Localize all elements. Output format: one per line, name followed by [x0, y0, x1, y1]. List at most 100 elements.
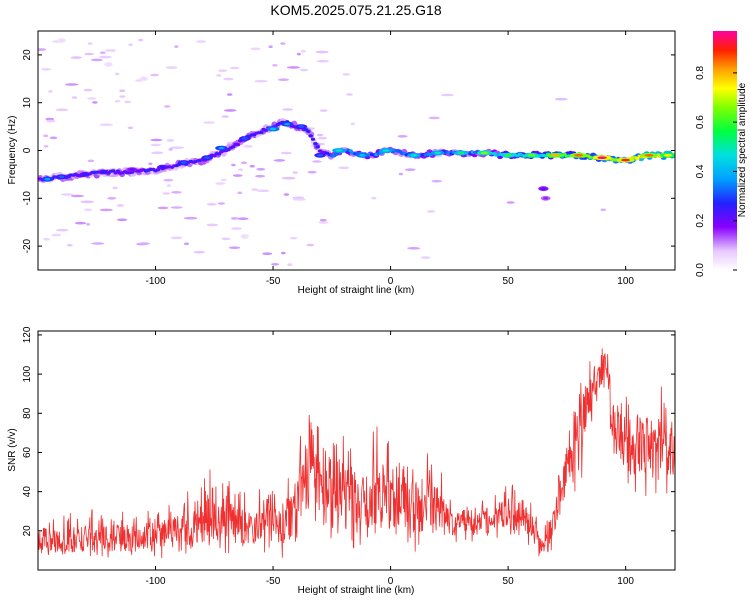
noise-blob: [157, 206, 169, 210]
noise-blob: [170, 236, 183, 240]
ridge-cell: [315, 145, 320, 149]
spectral-cluster-core: [382, 149, 390, 152]
spectral-cluster-core: [335, 149, 343, 152]
noise-blob: [342, 73, 350, 76]
noise-blob: [99, 51, 106, 54]
spectral-cluster-core: [597, 156, 607, 159]
noise-blob: [99, 55, 112, 59]
y-tick-label: -20: [22, 238, 33, 253]
noise-blob: [46, 119, 56, 123]
spectral-cluster-core: [59, 39, 64, 42]
noise-blob: [232, 174, 243, 177]
noise-blob: [286, 66, 301, 69]
noise-blob: [215, 182, 226, 185]
noise-blob: [306, 243, 315, 247]
noise-blob: [166, 139, 175, 142]
noise-blob: [80, 200, 95, 204]
noise-blob: [426, 210, 436, 213]
noise-blob: [99, 123, 113, 126]
spectral-cluster-core: [129, 168, 135, 171]
x-tick-label: 100: [617, 576, 634, 587]
colorbar-tick-label: 0.4: [695, 164, 706, 178]
noise-blob: [312, 160, 322, 163]
noise-blob: [166, 184, 171, 187]
noise-blob: [440, 93, 454, 97]
y-tick-label: 100: [22, 365, 33, 382]
noise-blob: [109, 49, 116, 52]
noise-blob: [99, 208, 113, 212]
noise-blob: [43, 134, 49, 138]
noise-blob: [316, 133, 324, 137]
spectrogram-background: [38, 31, 675, 270]
noise-blob: [272, 64, 278, 67]
noise-blob: [250, 47, 261, 51]
spectral-cluster-core: [180, 161, 187, 164]
noise-blob: [150, 143, 161, 147]
noise-blob: [231, 163, 236, 167]
noise-blob: [281, 176, 296, 180]
ridge-cell: [635, 156, 640, 161]
noise-blob: [238, 168, 244, 171]
spectral-cluster-core: [106, 63, 111, 66]
colorbar-tick-label: 0.0: [695, 263, 706, 277]
x-tick-label: -50: [266, 276, 281, 287]
noise-blob: [116, 218, 128, 222]
y-tick-label: 40: [22, 486, 33, 498]
noise-blob: [43, 238, 50, 241]
noise-blob: [346, 93, 353, 96]
noise-blob: [428, 116, 440, 120]
colorbar-label: Normalized spectral amplitude: [737, 82, 748, 217]
snr-series-line: [38, 348, 675, 559]
noise-blob: [165, 66, 178, 69]
noise-blob: [318, 136, 327, 140]
noise-blob: [220, 178, 227, 182]
spectral-cluster-core: [284, 122, 291, 126]
noise-blob: [228, 246, 241, 249]
noise-blob: [138, 38, 144, 42]
noise-blob: [84, 52, 94, 56]
noise-blob: [163, 178, 174, 182]
noise-blob: [218, 69, 228, 72]
noise-blob: [350, 122, 355, 126]
noise-blob: [226, 93, 233, 96]
noise-blob: [231, 227, 242, 230]
spectral-cluster-core: [359, 154, 366, 157]
noise-blob: [398, 172, 404, 176]
noise-blob: [151, 151, 164, 155]
spectral-cluster-core: [621, 158, 631, 162]
spectral-cluster-core: [504, 154, 512, 157]
noise-blob: [183, 242, 190, 246]
spectral-cluster-core: [298, 125, 305, 128]
noise-blob: [41, 68, 52, 71]
spectral-cluster-core: [218, 146, 225, 150]
colorbar-tick-label: 0.8: [695, 65, 706, 79]
x-tick-label: 0: [388, 576, 394, 587]
noise-blob: [318, 221, 329, 224]
spectral-cluster-core: [269, 127, 277, 131]
noise-blob: [280, 151, 292, 155]
spectral-cluster-core: [480, 151, 489, 155]
noise-blob: [600, 208, 607, 212]
noise-blob: [174, 45, 179, 48]
snr-y-label: SNR (v/v): [7, 428, 18, 471]
noise-blob: [183, 216, 198, 220]
noise-blob: [229, 66, 240, 70]
noise-blob: [114, 99, 121, 103]
noise-blob: [170, 146, 185, 149]
noise-blob: [407, 247, 421, 250]
noise-blob: [289, 236, 298, 240]
noise-blob: [221, 115, 229, 118]
noise-blob: [91, 242, 105, 245]
noise-blob: [83, 88, 93, 92]
noise-blob: [271, 263, 280, 266]
noise-blob: [217, 202, 225, 205]
noise-blob: [296, 52, 301, 56]
ridge-cell: [334, 152, 339, 156]
noise-blob: [256, 189, 270, 193]
colorbar-tick-label: 0.2: [695, 213, 706, 227]
x-tick-label: -100: [146, 576, 166, 587]
noise-blob: [319, 218, 327, 222]
ridge-cell: [230, 145, 236, 149]
noise-blob: [256, 168, 266, 171]
